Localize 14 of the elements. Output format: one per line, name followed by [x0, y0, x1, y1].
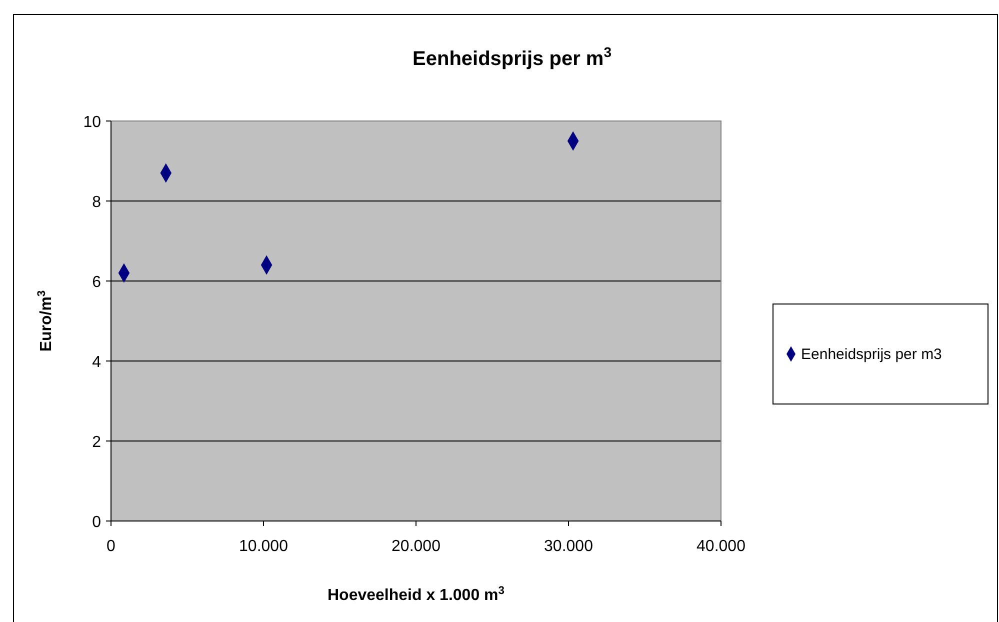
x-tick-label: 20.000 [392, 538, 441, 555]
x-tick-label: 10.000 [239, 538, 288, 555]
y-tick-label: 8 [92, 194, 102, 211]
legend-label: Eenheidsprijs per m3 [801, 346, 942, 363]
x-axis-title: Hoeveelheid x 1.000 m$^{3}$ [328, 585, 504, 604]
chart-title: Eenheidsprijs per m$^{3}$ [412, 44, 612, 70]
x-tick-label: 0 [106, 538, 116, 555]
y-tick-label: 10 [83, 114, 102, 131]
y-tick-label: 6 [92, 274, 102, 291]
y-tick-label: 0 [92, 514, 102, 531]
y-tick-label: 2 [92, 434, 102, 451]
y-tick-label: 4 [92, 354, 102, 371]
x-tick-label: 40.000 [696, 538, 746, 555]
x-tick-label: 30.000 [544, 538, 594, 555]
